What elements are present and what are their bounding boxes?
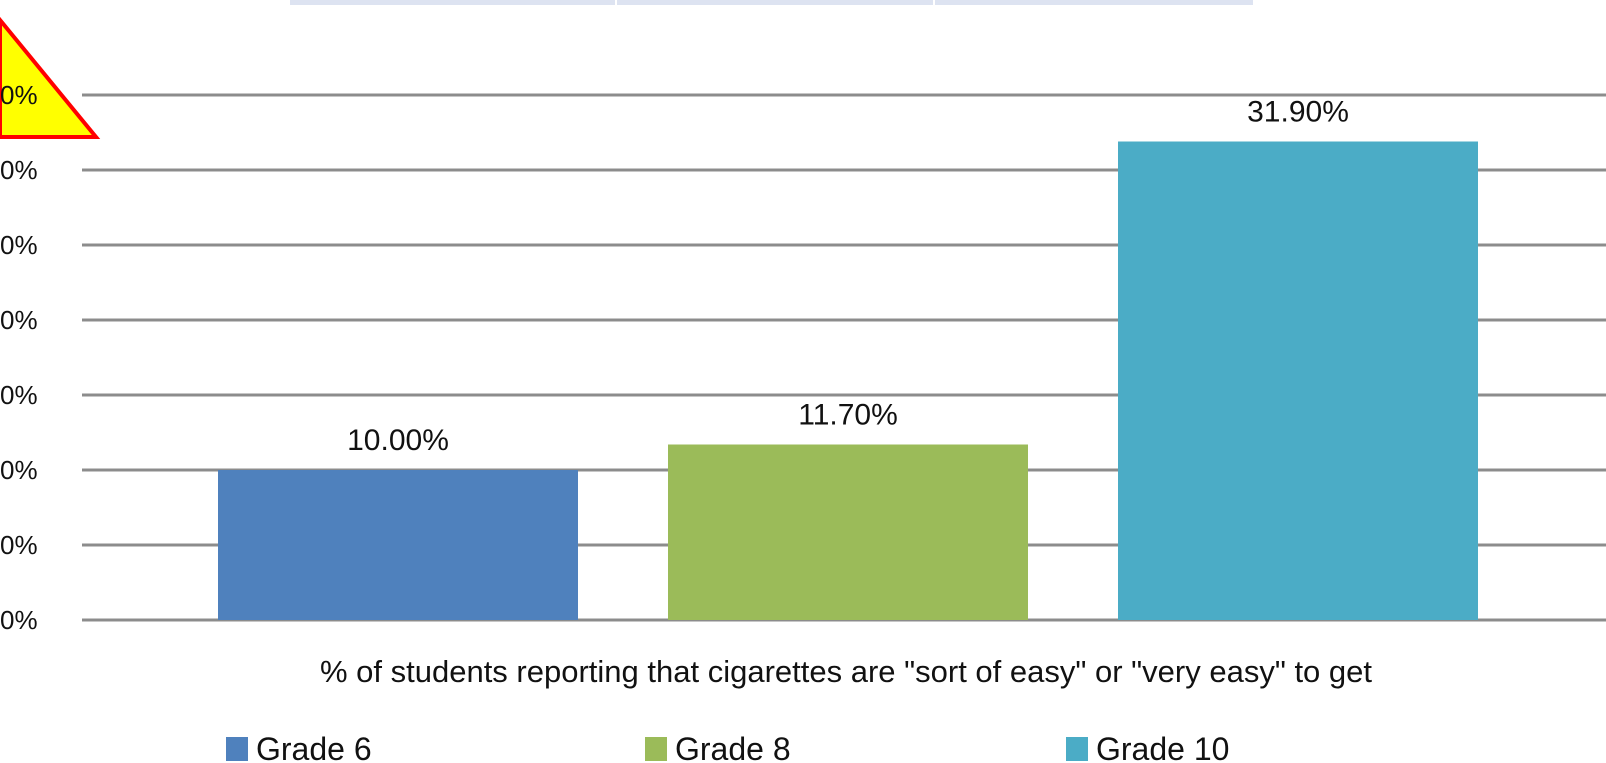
y-tick-label: 0%: [0, 80, 38, 110]
x-axis-label: % of students reporting that cigarettes …: [320, 654, 1372, 689]
y-tick-label: 0%: [0, 605, 38, 635]
y-tick-label: 0%: [0, 230, 38, 260]
bar-grade-8: [668, 444, 1028, 620]
bar-grade-6: [218, 470, 578, 620]
warning-triangle-icon: [0, 16, 101, 139]
legend-label: Grade 8: [675, 731, 791, 763]
y-tick-label: 0%: [0, 455, 38, 485]
legend-item: Grade 10: [1066, 731, 1229, 763]
header-tab: [290, 0, 615, 5]
y-tick-label: 0%: [0, 530, 38, 560]
legend-label: Grade 10: [1096, 731, 1229, 763]
data-label: 31.90%: [1247, 96, 1349, 129]
bars: [218, 141, 1478, 620]
legend-swatch: [226, 737, 248, 761]
legend-item: Grade 6: [226, 731, 372, 763]
y-tick-label: 0%: [0, 380, 38, 410]
y-tick-label: 0%: [0, 305, 38, 335]
data-label: 10.00%: [347, 424, 449, 457]
data-labels: 10.00% 11.70% 31.90%: [347, 96, 1349, 458]
header-tabs: [290, 0, 1253, 5]
legend-swatch: [645, 737, 667, 761]
legend-item: Grade 8: [645, 731, 791, 763]
bar-grade-10: [1118, 141, 1478, 620]
legend: Grade 6 Grade 8 Grade 10: [226, 731, 1229, 763]
header-tab: [617, 0, 933, 5]
y-tick-label: 0%: [0, 155, 38, 185]
header-tab: [935, 0, 1253, 5]
legend-swatch: [1066, 737, 1088, 761]
legend-label: Grade 6: [256, 731, 372, 763]
data-label: 11.70%: [798, 399, 898, 432]
y-tick-labels: 0% 0% 0% 0% 0% 0% 0% 0%: [0, 80, 38, 635]
